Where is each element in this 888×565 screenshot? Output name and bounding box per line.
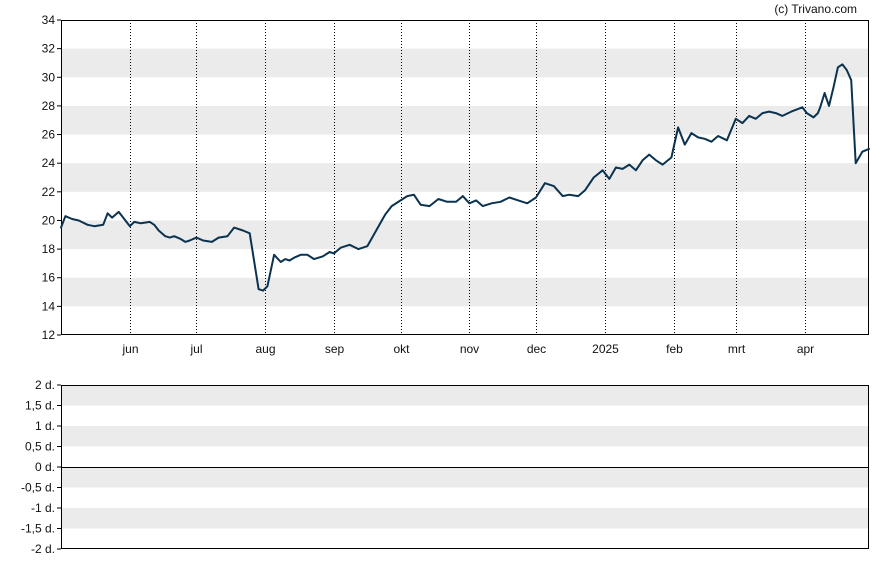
y-tick-label: 32 xyxy=(42,42,56,56)
plot-frame xyxy=(61,385,869,549)
y-tick-label: 1,5 d. xyxy=(25,399,55,413)
x-tick-label: apr xyxy=(797,342,814,356)
grid-band xyxy=(61,467,869,488)
y-tick-label: 34 xyxy=(42,13,56,27)
y-tick-label: 18 xyxy=(42,242,56,256)
x-tick-label: dec xyxy=(527,342,546,356)
x-tick-label: 2025 xyxy=(592,342,619,356)
grid-band xyxy=(61,426,869,447)
plot-frame xyxy=(61,20,869,335)
y-tick-label: -0,5 d. xyxy=(21,481,55,495)
x-tick-label: jul xyxy=(189,342,202,356)
grid-band xyxy=(61,508,869,529)
price-line xyxy=(60,63,870,292)
y-tick-label: 22 xyxy=(42,185,56,199)
grid-band xyxy=(61,105,869,135)
x-tick-label: mrt xyxy=(728,342,746,356)
x-tick-label: aug xyxy=(255,342,275,356)
grid-band xyxy=(61,163,869,192)
credit-text: (c) Trivano.com xyxy=(774,2,857,16)
y-tick-label: 28 xyxy=(42,99,56,113)
x-tick-label: jun xyxy=(121,342,138,356)
y-tick-label: 30 xyxy=(42,70,56,84)
y-tick-label: -1,5 d. xyxy=(21,522,55,536)
grid-band xyxy=(61,277,869,307)
y-tick-label: 14 xyxy=(42,299,56,313)
y-tick-label: -1 d. xyxy=(31,501,55,515)
y-tick-label: 1 d. xyxy=(35,419,55,433)
y-tick-label: 0 d. xyxy=(35,460,55,474)
y-tick-label: 26 xyxy=(42,128,56,142)
y-tick-label: 0,5 d. xyxy=(25,440,55,454)
x-tick-label: nov xyxy=(460,342,479,356)
grid-band xyxy=(61,48,869,78)
y-tick-label: 24 xyxy=(42,156,56,170)
price-panel: jun jul aug sep okt nov dec 2025 feb mrt apr 12 14 16… xyxy=(42,13,870,356)
x-tick-label: sep xyxy=(325,342,345,356)
y-tick-label: 2 d. xyxy=(35,378,55,392)
x-tick-label: okt xyxy=(393,342,410,356)
dividend-panel: -2 d. -1,5 d. -1 d. -0,5 d. 0 d. 0,5 d. 1 d. 1,… xyxy=(21,378,869,556)
y-tick-label: -2 d. xyxy=(31,542,55,556)
x-tick-label: feb xyxy=(666,342,683,356)
y-tick-label: 20 xyxy=(42,213,56,227)
y-tick-label: 12 xyxy=(42,328,56,342)
grid-band xyxy=(61,220,869,250)
grid-band xyxy=(61,385,869,406)
y-tick-label: 16 xyxy=(42,271,56,285)
